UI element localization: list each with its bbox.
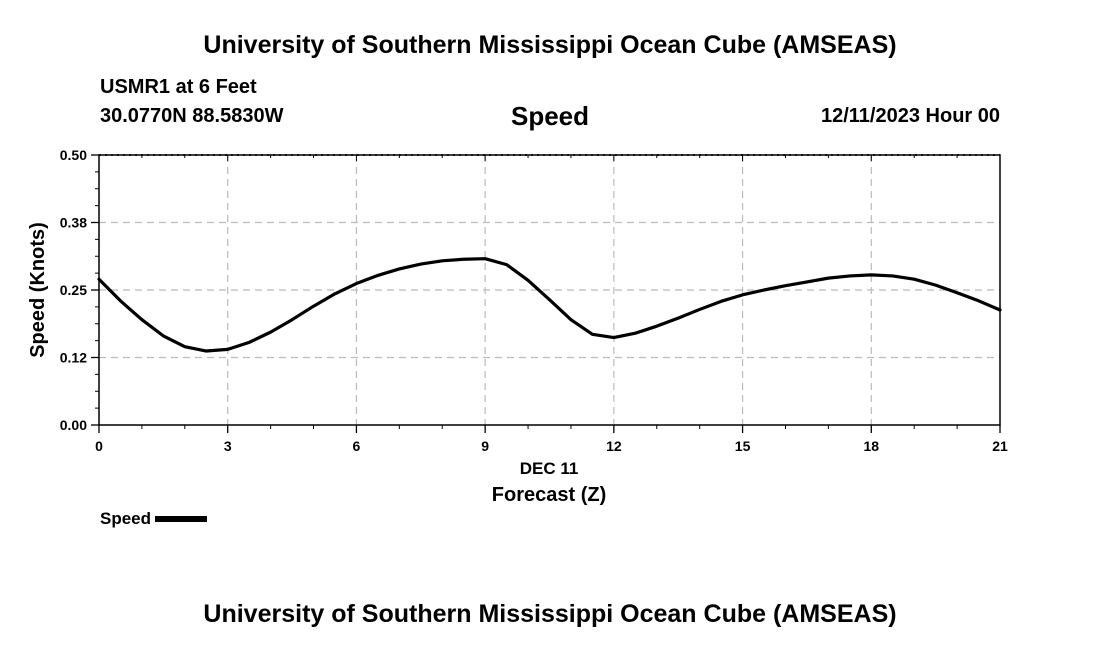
series-line-speed [97,257,1002,353]
x-tick-label: 3 [224,438,232,454]
y-tick-label: 0.38 [60,215,87,231]
speed-line-chart: 0.00 0.12 0.25 0.38 0.50 0 3 6 9 12 15 18 21 Speed (… [27,147,1008,506]
station-name: USMR1 at 6 Feet [100,76,257,98]
chart-variable-title: Speed [510,101,590,131]
x-tick-label: 15 [735,438,751,454]
x-tick-label: 6 [353,438,361,454]
chart-header-title: University of Southern Mississippi Ocean… [203,31,897,59]
station-coordinates: 30.0770N 88.5830W [100,105,284,127]
x-tick-label: 0 [95,438,103,454]
series-layer [97,257,1002,353]
y-tick-label: 0.50 [60,147,87,163]
y-tick-label: 0.12 [60,350,87,366]
chart-footer-title: University of Southern Mississippi Ocean… [203,600,897,628]
forecast-datetime: 12/11/2023 Hour 00 [820,105,1000,127]
x-axis-label: Forecast (Z) [492,484,606,506]
y-axis-label: Speed (Knots) [27,222,49,358]
y-tick-label: 0.00 [60,417,87,433]
grid-layer [99,155,1000,425]
x-tick-label: 12 [606,438,622,454]
legend-label: Speed [100,509,152,528]
y-tick-label: 0.25 [60,282,87,298]
x-tick-label: 18 [863,438,879,454]
tick-layer: 0.00 0.12 0.25 0.38 0.50 0 3 6 9 12 15 18 21 [60,147,1008,454]
x-tick-label: 21 [992,438,1008,454]
x-axis-date-label: DEC 11 [520,459,579,478]
x-tick-label: 9 [481,438,489,454]
legend: Speed [100,509,208,529]
legend-swatch-speed [155,516,208,522]
